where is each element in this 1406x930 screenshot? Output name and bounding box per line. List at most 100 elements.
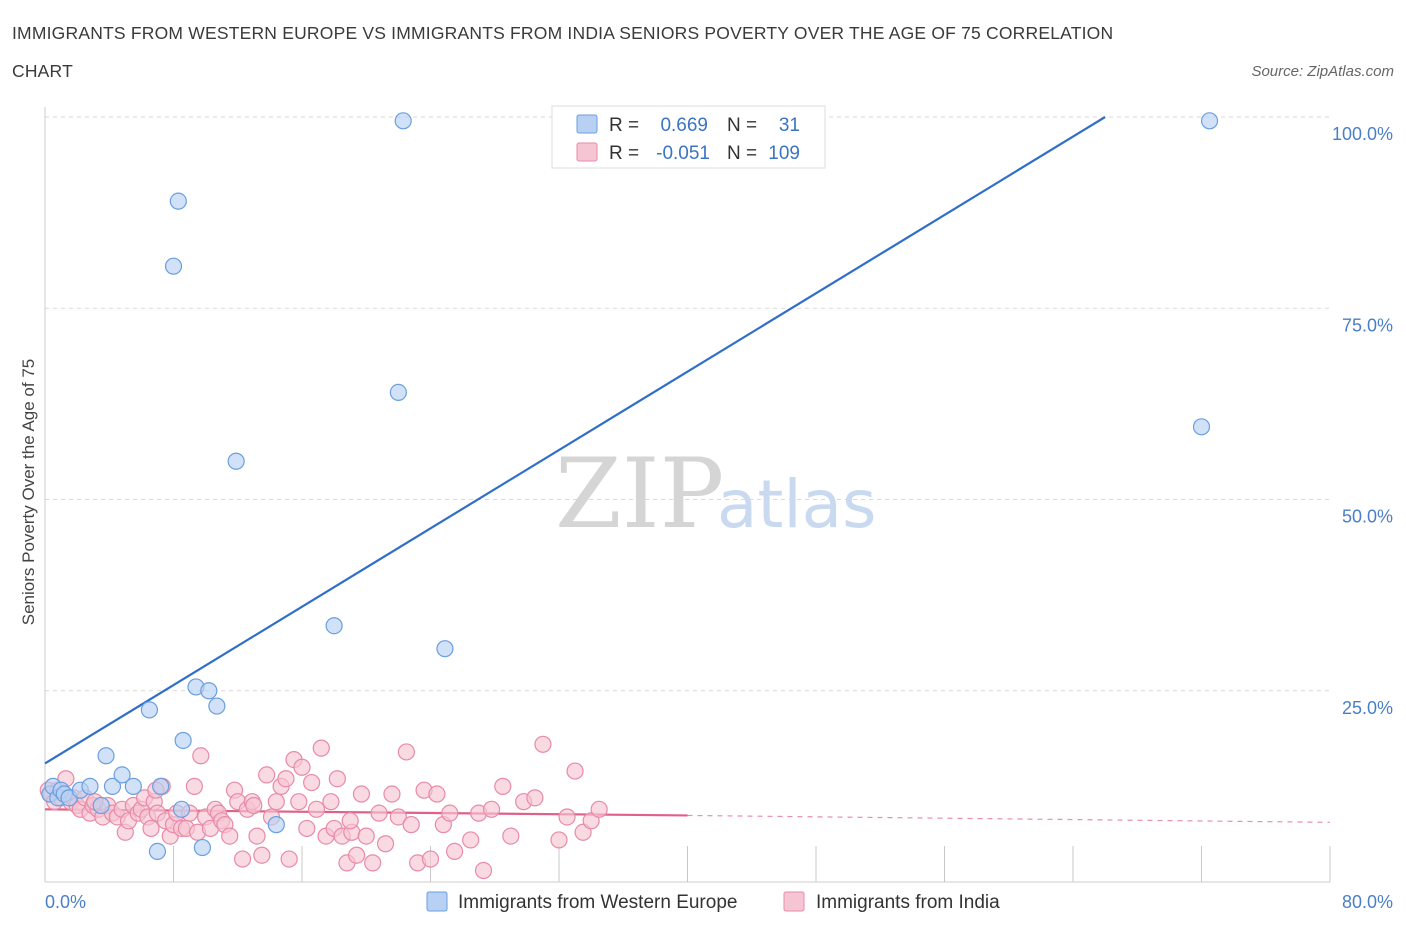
point-india-87 xyxy=(428,785,446,803)
point-india-90 xyxy=(462,831,480,849)
point-western-europe-14 xyxy=(148,842,167,861)
point-india-106 xyxy=(341,812,359,830)
y-tick-label-0: 100.0% xyxy=(1332,124,1393,144)
point-india-109 xyxy=(526,789,544,807)
point-india-53 xyxy=(253,846,271,864)
legend-n-label-1: N = xyxy=(727,115,757,136)
legend-r-label-1: R = xyxy=(609,115,639,136)
point-india-92 xyxy=(474,861,493,880)
y-tick-label-2: 50.0% xyxy=(1342,507,1393,527)
watermark-atlas: atlas xyxy=(717,466,877,543)
trend-line-dashed-1 xyxy=(687,814,1331,823)
point-western-europe-24 xyxy=(227,452,245,470)
point-western-europe-29 xyxy=(436,640,454,658)
chart-title-line1: IMMIGRANTS FROM WESTERN EUROPE VS IMMIGR… xyxy=(12,23,1113,43)
point-western-europe-13 xyxy=(140,701,159,719)
point-india-64 xyxy=(303,773,321,792)
bottom-legend-swatch-india xyxy=(783,891,805,912)
point-india-83 xyxy=(402,816,420,834)
legend-box: R = 0.669 N = 31 R = -0.051 N = 109 xyxy=(551,105,826,169)
point-india-108 xyxy=(482,800,501,818)
chart-source: Source: ZipAtlas.com xyxy=(1251,63,1394,80)
point-western-europe-28 xyxy=(394,112,412,130)
point-western-europe-17 xyxy=(169,192,187,210)
point-india-39 xyxy=(192,747,210,765)
point-india-97 xyxy=(550,831,568,849)
point-india-82 xyxy=(397,743,416,761)
point-western-europe-21 xyxy=(193,838,212,857)
grid-lines xyxy=(45,116,1330,692)
legend-n-value-1: 31 xyxy=(779,115,800,136)
y-tick-label-1: 75.0% xyxy=(1342,315,1393,335)
legend-r-value-2: -0.051 xyxy=(656,143,710,164)
point-western-europe-18 xyxy=(172,800,191,818)
bottom-legend-label-western-europe: Immigrants from Western Europe xyxy=(458,892,737,913)
point-india-78 xyxy=(370,804,388,822)
y-tick-label-3: 25.0% xyxy=(1342,698,1393,718)
point-india-52 xyxy=(248,827,266,845)
point-india-80 xyxy=(383,785,401,803)
point-western-europe-31 xyxy=(1200,112,1219,130)
point-western-europe-22 xyxy=(200,682,218,700)
chart-title-line2: CHART xyxy=(12,61,73,81)
point-western-europe-15 xyxy=(152,777,170,795)
bottom-legend-swatch-western-europe xyxy=(426,891,448,912)
point-india-75 xyxy=(352,785,371,803)
point-india-61 xyxy=(290,793,308,811)
point-india-74 xyxy=(348,846,366,864)
point-india-105 xyxy=(245,796,263,815)
point-india-89 xyxy=(441,804,459,822)
point-western-europe-30 xyxy=(1192,418,1211,436)
point-india-79 xyxy=(376,835,395,853)
point-india-26 xyxy=(142,819,160,838)
point-western-europe-19 xyxy=(174,731,192,750)
point-western-europe-9 xyxy=(97,747,115,765)
x-tick-label-max: 80.0% xyxy=(1342,892,1393,912)
point-western-europe-25 xyxy=(267,816,285,834)
watermark-zip: ZIP xyxy=(555,438,724,550)
point-india-68 xyxy=(322,793,340,811)
bottom-legend-label-india: Immigrants from India xyxy=(816,892,1000,913)
point-india-107 xyxy=(445,842,464,861)
point-western-europe-11 xyxy=(113,766,131,784)
y-axis-label: Seniors Poverty Over the Age of 75 xyxy=(19,359,38,625)
point-india-81 xyxy=(389,808,407,826)
point-western-europe-27 xyxy=(389,383,407,401)
point-india-99 xyxy=(566,762,584,780)
point-india-76 xyxy=(357,827,375,845)
point-india-102 xyxy=(590,800,608,818)
axes xyxy=(44,107,1331,883)
series-india-points xyxy=(39,735,608,880)
point-india-93 xyxy=(494,777,512,795)
trend-line-0 xyxy=(44,116,1106,765)
point-india-63 xyxy=(298,819,316,838)
point-india-86 xyxy=(421,850,440,868)
point-india-49 xyxy=(233,850,252,868)
point-india-54 xyxy=(258,766,276,784)
x-axis-ticks: 0.0% 80.0% xyxy=(45,892,1393,912)
point-western-europe-26 xyxy=(325,617,343,635)
point-western-europe-12 xyxy=(124,777,142,795)
point-india-59 xyxy=(280,850,298,868)
point-india-94 xyxy=(502,827,520,845)
legend-r-value-1: 0.669 xyxy=(660,115,708,136)
legend-swatch-western-europe xyxy=(576,114,598,134)
point-india-37 xyxy=(185,777,203,795)
point-western-europe-10 xyxy=(103,777,122,795)
series-western-europe-points xyxy=(41,112,1219,861)
point-india-66 xyxy=(312,739,330,757)
legend-n-label-2: N = xyxy=(727,143,757,164)
point-india-46 xyxy=(221,827,239,845)
point-western-europe-7 xyxy=(81,777,99,795)
legend-r-label-2: R = xyxy=(609,143,639,164)
point-western-europe-23 xyxy=(208,697,226,715)
point-india-65 xyxy=(307,800,326,818)
point-india-98 xyxy=(558,808,576,826)
point-india-77 xyxy=(364,854,382,872)
point-india-96 xyxy=(534,735,552,753)
legend-n-value-2: 109 xyxy=(768,143,800,164)
point-western-europe-16 xyxy=(164,257,183,275)
point-india-58 xyxy=(277,770,295,788)
point-india-62 xyxy=(293,758,311,776)
